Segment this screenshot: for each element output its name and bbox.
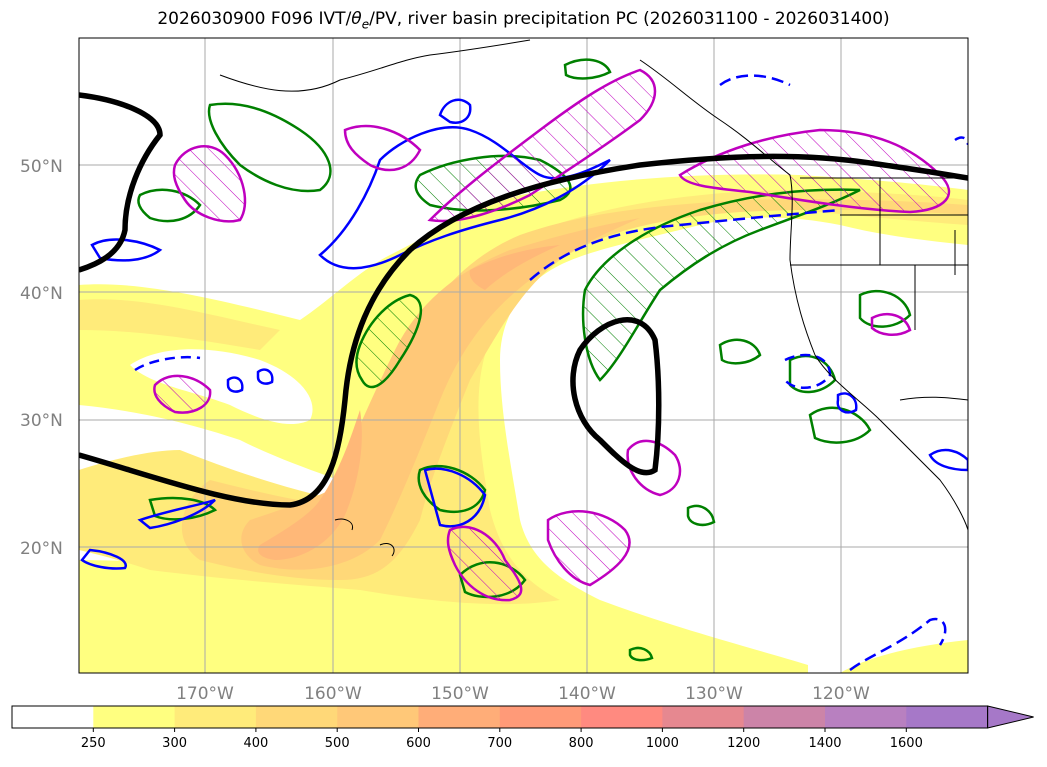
- colorbar-tick-label: 1200: [727, 736, 760, 751]
- theta-e-contours: [80, 74, 968, 672]
- pc-contours: [153, 68, 951, 602]
- colorbar-segment: [581, 706, 663, 728]
- colorbar-tick-label: 250: [81, 736, 106, 751]
- colorbar-tick-label: 1000: [646, 736, 679, 751]
- lon-labels: 170°W 160°W 150°W 140°W 130°W 120°W: [176, 684, 870, 704]
- lon-label-160w: 160°W: [304, 684, 362, 704]
- map-frame: [78, 37, 969, 674]
- title-suffix: /PV, river basin precipitation PC (20260…: [369, 9, 890, 29]
- pv-contour-trough: [79, 153, 968, 508]
- colorbar: 250 300 400 500 600 700 800 1000 1200 1400 1600: [11, 705, 1034, 751]
- lon-label-140w: 140°W: [558, 684, 616, 704]
- colorbar-segment: [825, 706, 907, 728]
- lat-label-20: 20°N: [20, 539, 63, 559]
- colorbar-tick-label: 500: [325, 736, 350, 751]
- lat-label-40: 40°N: [20, 284, 63, 304]
- lat-label-50: 50°N: [20, 157, 63, 177]
- colorbar-segment: [499, 706, 582, 728]
- lon-label-170w: 170°W: [176, 684, 234, 704]
- title-theta: θ: [351, 9, 362, 29]
- colorbar-segment: [255, 706, 338, 728]
- map-title: 2026030900 F096 IVT/θe/PV, river basin p…: [0, 9, 1047, 31]
- colorbar-tick-label: 1400: [808, 736, 841, 751]
- ivt-band-600: [258, 245, 560, 560]
- colorbar-extend-arrow: [987, 705, 1034, 729]
- lon-label-130w: 130°W: [685, 684, 743, 704]
- pv-contour-main: [79, 92, 163, 273]
- lat-labels: 50°N 40°N 30°N 20°N: [20, 157, 63, 559]
- colorbar-segment: [906, 706, 989, 728]
- ivt-band-250-hole: [130, 349, 313, 425]
- colorbar-tick-label: 300: [162, 736, 187, 751]
- colorbar-tick-label: 800: [569, 736, 594, 751]
- colorbar-tick-label: 400: [243, 736, 268, 751]
- pv-contour-cutoff: [570, 317, 662, 476]
- colorbar-segment: [418, 706, 501, 728]
- title-theta-sub: e: [361, 17, 370, 32]
- colorbar-segment: [93, 706, 176, 728]
- colorbar-tick-label: 600: [406, 736, 431, 751]
- colorbar-segment: [337, 706, 419, 728]
- colorbar-tick-label: 700: [487, 736, 512, 751]
- ivt-band-250-east: [840, 640, 968, 673]
- coastlines: [219, 39, 968, 557]
- lat-label-30: 30°N: [20, 411, 63, 431]
- pv-contour: [79, 92, 968, 508]
- title-prefix: 2026030900 F096 IVT/: [157, 9, 352, 29]
- map-panel: [79, 38, 968, 673]
- colorbar-segment: [12, 706, 94, 728]
- lon-label-120w: 120°W: [812, 684, 870, 704]
- colorbar-segment: [743, 706, 826, 728]
- colorbar-segment: [662, 706, 745, 728]
- colorbar-tick-label: 1600: [890, 736, 923, 751]
- lon-label-150w: 150°W: [431, 684, 489, 704]
- colorbar-segment: [174, 706, 257, 728]
